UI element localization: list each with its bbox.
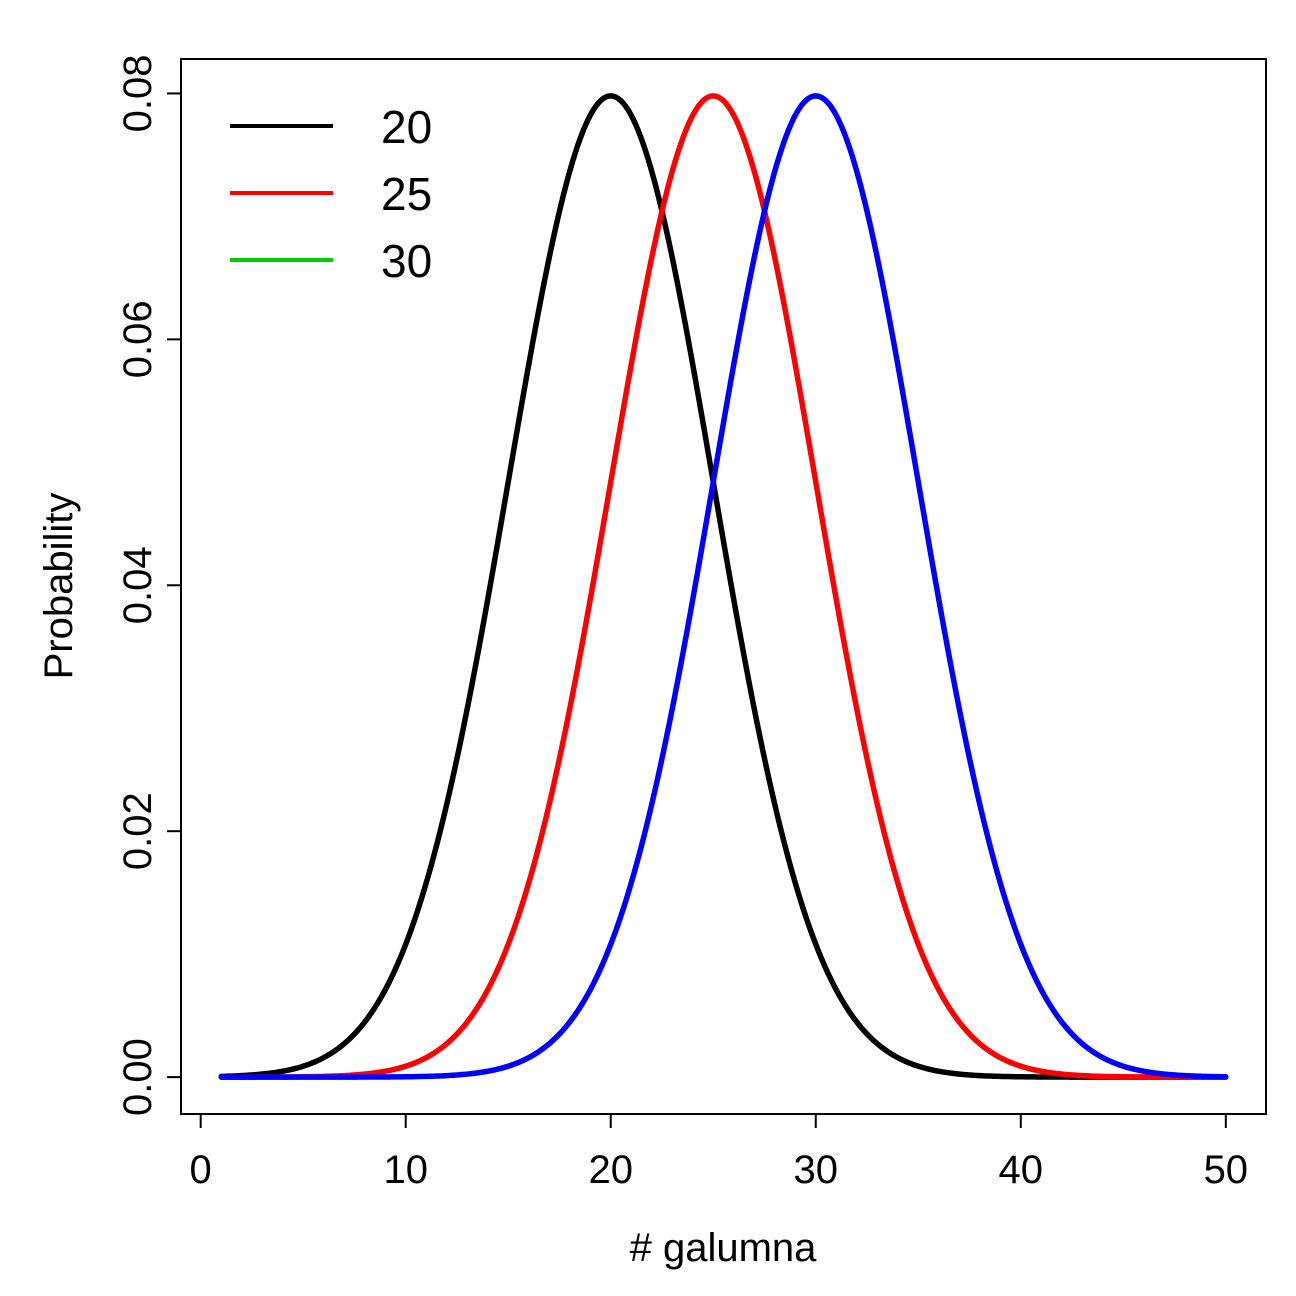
legend: 20 25 30 bbox=[230, 101, 432, 287]
x-axis-title: # galumna bbox=[630, 1226, 818, 1270]
x-tick-label: 40 bbox=[999, 1148, 1044, 1192]
series-line-3 bbox=[218, 93, 1229, 1080]
legend-label: 20 bbox=[381, 101, 432, 153]
y-axis-title: Probability bbox=[37, 493, 81, 680]
y-tick-label: 0.00 bbox=[116, 1038, 160, 1116]
series-line-1 bbox=[218, 93, 1229, 1080]
x-tick-label: 20 bbox=[588, 1148, 633, 1192]
y-axis: 0.00 0.02 0.04 0.06 0.08 bbox=[116, 54, 182, 1116]
x-axis: 0 10 20 30 40 50 bbox=[190, 1113, 1249, 1192]
y-tick-label: 0.04 bbox=[116, 546, 160, 624]
y-tick-label: 0.06 bbox=[116, 300, 160, 378]
x-tick-label: 50 bbox=[1204, 1148, 1249, 1192]
legend-label: 30 bbox=[381, 235, 432, 287]
series-line-2 bbox=[218, 93, 1229, 1080]
x-tick-label: 0 bbox=[190, 1148, 212, 1192]
series-layer bbox=[218, 93, 1229, 1080]
y-tick-label: 0.08 bbox=[116, 54, 160, 132]
x-tick-label: 30 bbox=[794, 1148, 839, 1192]
y-tick-label: 0.02 bbox=[116, 792, 160, 870]
x-tick-label: 10 bbox=[383, 1148, 428, 1192]
legend-label: 25 bbox=[381, 168, 432, 220]
